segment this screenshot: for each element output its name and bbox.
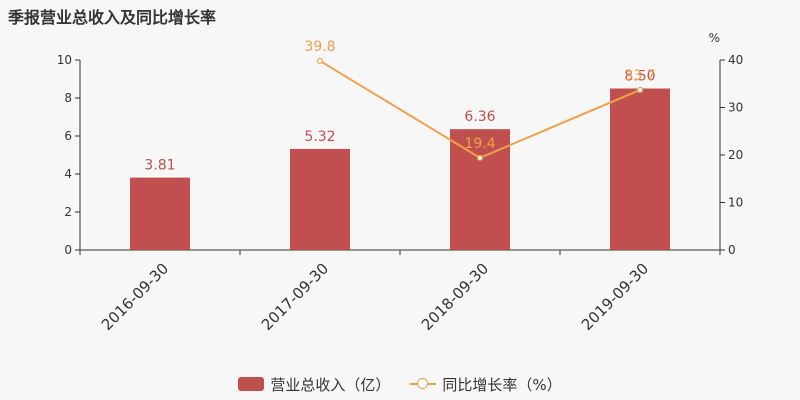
revenue-bar-label: 5.32 — [304, 129, 335, 145]
y-right-tick-label: 20 — [728, 148, 743, 162]
y-right-tick-label: 10 — [728, 196, 743, 210]
revenue-bar — [290, 148, 350, 250]
growth-point-label: 19.4 — [464, 136, 495, 152]
chart-title: 季报营业总收入及同比增长率 — [8, 8, 217, 27]
x-category-label: 2016-09-30 — [98, 260, 172, 334]
growth-point-label: 33.7 — [624, 68, 655, 84]
y-left-tick-label: 2 — [64, 205, 72, 219]
x-category-label: 2017-09-30 — [258, 260, 332, 334]
y-right-tick-label: 30 — [728, 101, 743, 115]
y-left-tick-label: 4 — [64, 167, 72, 181]
revenue-bar-label: 3.81 — [144, 158, 175, 174]
y-right-tick-label: 0 — [728, 243, 736, 257]
legend-bar-swatch — [238, 377, 265, 391]
legend-line-swatch — [410, 377, 437, 391]
growth-point-label: 39.8 — [304, 39, 335, 55]
legend: 营业总收入（亿） 同比增长率（%） — [0, 372, 800, 396]
revenue-bar — [130, 177, 190, 250]
revenue-bar-label: 6.36 — [464, 109, 495, 125]
y-right-tick-label: 40 — [728, 53, 743, 67]
y-left-tick-label: 8 — [64, 91, 72, 105]
revenue-bar-label: 8.50 — [624, 69, 655, 85]
legend-label-revenue: 营业总收入（亿） — [270, 375, 391, 394]
y-right-unit: % — [709, 31, 720, 45]
y-left-tick-label: 6 — [64, 129, 72, 143]
y-left-tick-label: 0 — [64, 243, 72, 257]
x-category-label: 2018-09-30 — [418, 260, 492, 334]
x-category-label: 2019-09-30 — [578, 260, 652, 334]
legend-item-growth[interactable]: 同比增长率（%） — [410, 374, 562, 395]
growth-point — [316, 57, 324, 65]
growth-point — [476, 154, 484, 161]
legend-label-growth: 同比增长率（%） — [442, 375, 562, 394]
growth-point — [636, 86, 644, 94]
legend-item-revenue[interactable]: 营业总收入（亿） — [238, 374, 390, 395]
y-left-tick-label: 10 — [57, 53, 72, 67]
revenue-bar — [610, 88, 670, 250]
